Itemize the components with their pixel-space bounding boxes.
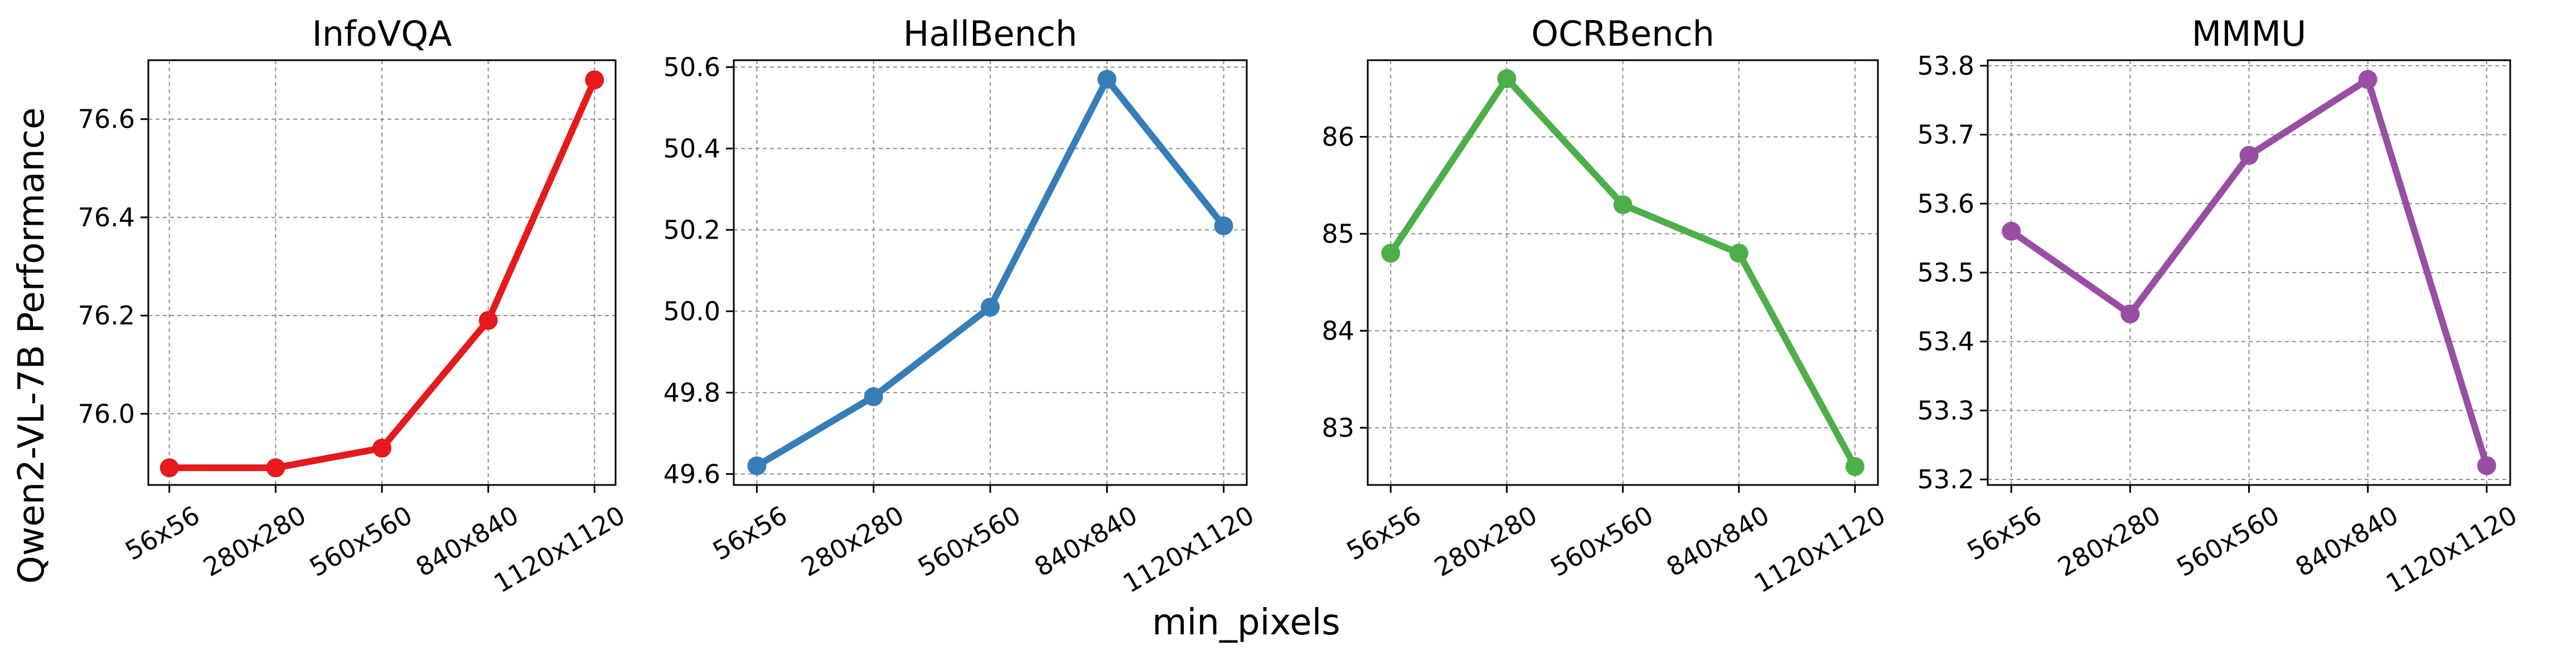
data-point	[1613, 195, 1633, 215]
x-tick-label: 56x56	[1962, 500, 2047, 566]
figure-ylabel: Qwen2-VL-7B Performance	[11, 108, 52, 584]
data-point	[1497, 69, 1517, 89]
data-point	[372, 438, 391, 458]
y-tick-label: 76.0	[78, 399, 135, 429]
figure-xlabel: min_pixels	[1152, 602, 1340, 643]
data-point	[747, 456, 767, 475]
y-tick-label: 76.4	[78, 202, 135, 232]
y-tick-label: 84	[1321, 316, 1354, 346]
subplot-title: InfoVQA	[312, 13, 452, 54]
y-tick-label: 53.2	[1918, 464, 1974, 494]
y-tick-label: 53.6	[1918, 188, 1974, 219]
data-point	[478, 310, 498, 330]
y-tick-label: 86	[1321, 122, 1354, 152]
data-point	[266, 458, 285, 478]
y-tick-label: 50.0	[664, 296, 720, 326]
data-point	[2120, 304, 2140, 324]
data-point	[585, 70, 604, 90]
x-tick-label: 560x560	[2171, 500, 2284, 583]
y-tick-label: 53.3	[1918, 395, 1974, 425]
y-tick-label: 85	[1321, 219, 1354, 249]
x-tick-label: 1120x1120	[1749, 500, 1890, 599]
x-tick-label: 1120x1120	[1118, 500, 1259, 599]
y-tick-label: 53.5	[1918, 258, 1974, 288]
y-tick-label: 53.7	[1918, 120, 1974, 150]
data-point	[2358, 70, 2378, 89]
y-tick-label: 76.2	[78, 300, 135, 331]
y-tick-label: 50.6	[664, 52, 720, 82]
x-tick-label: 560x560	[304, 500, 418, 583]
y-tick-label: 50.2	[664, 215, 720, 245]
x-tick-label: 1120x1120	[2381, 500, 2522, 599]
y-tick-label: 53.8	[1918, 51, 1974, 81]
y-tick-label: 53.4	[1918, 327, 1974, 357]
subplot-infovqa: 76.076.276.476.656x56280x280560x560840x8…	[78, 13, 630, 599]
x-tick-label: 560x560	[1545, 500, 1658, 583]
y-tick-label: 49.6	[664, 459, 720, 489]
y-tick-label: 76.6	[78, 104, 135, 134]
x-tick-label: 56x56	[708, 500, 792, 566]
data-point	[2002, 221, 2021, 241]
x-tick-label: 56x56	[1342, 500, 1426, 566]
data-point	[1381, 244, 1401, 263]
subplot-title: OCRBench	[1531, 13, 1715, 54]
subplot-title: MMMU	[2192, 13, 2307, 54]
data-point	[1097, 70, 1117, 89]
y-tick-label: 49.8	[664, 377, 720, 407]
data-point	[981, 298, 1000, 317]
data-point	[1729, 244, 1749, 263]
y-tick-label: 50.4	[664, 133, 720, 163]
subplot-title: HallBench	[903, 13, 1077, 54]
subplot-hallbench: 49.6 49.8 50.0 50.2 50.4 50.6 56x56 280x280 560x…	[664, 13, 1260, 599]
subplot-mmmu: 53.2 53.3 53.4 53.5 53.6 53.7 53.8 56x56 280x280…	[1918, 13, 2522, 599]
x-tick-label: 280x280	[2052, 500, 2166, 583]
x-tick-label: 280x280	[796, 500, 909, 583]
x-tick-label: 280x280	[198, 500, 311, 583]
x-tick-label: 560x560	[913, 500, 1026, 583]
data-point	[1214, 216, 1233, 236]
x-tick-label: 56x56	[120, 500, 205, 566]
data-point	[2239, 145, 2259, 165]
data-point	[864, 387, 883, 406]
y-tick-label: 83	[1321, 412, 1354, 443]
chart-panels: 76.076.276.476.656x56280x280560x560840x8…	[78, 13, 2522, 599]
data-point	[159, 458, 179, 478]
data-point	[2477, 456, 2496, 475]
x-tick-label: 280x280	[1429, 500, 1542, 583]
data-point	[1845, 457, 1865, 476]
